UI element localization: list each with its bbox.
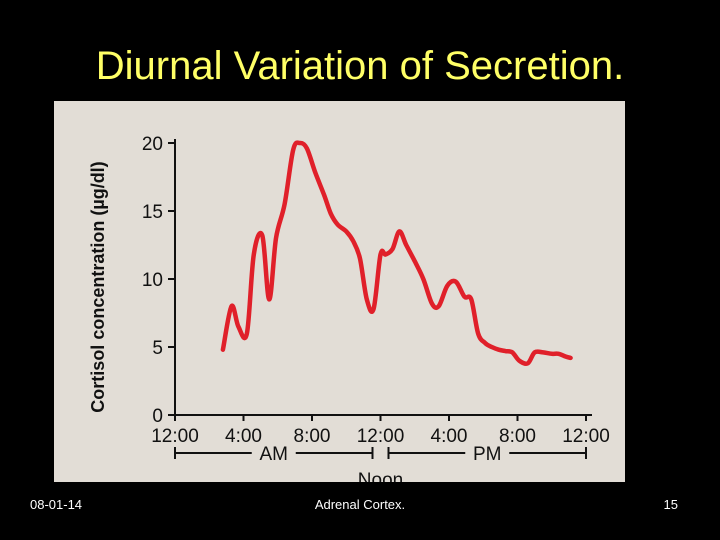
noon-label: Noon: [358, 470, 403, 482]
chart-figure: 0 5 10 15 20 12:00 4:00 8:00 12:00 4:00 8:00 12:00 …: [54, 101, 625, 482]
y-tick-label: 15: [142, 202, 163, 223]
y-tick-label: 20: [142, 134, 163, 155]
y-tick-label: 5: [152, 338, 163, 359]
cortisol-curve: [220, 140, 573, 366]
slide-title: Diurnal Variation of Secretion.: [95, 44, 625, 88]
x-tick-label: 8:00: [294, 426, 331, 447]
chart-axes: 0 5 10 15 20 12:00 4:00 8:00 12:00 4:00 8:00 12:00: [142, 134, 610, 447]
period-labels: AM PM Noon: [174, 444, 587, 482]
x-tick-label: 4:00: [225, 426, 262, 447]
x-tick-label: 4:00: [431, 426, 468, 447]
curve-group: [220, 140, 573, 366]
footer-title: Adrenal Cortex.: [314, 497, 406, 512]
y-tick-label: 0: [152, 406, 163, 427]
y-tick-label: 10: [142, 270, 163, 291]
x-tick-label: 8:00: [499, 426, 536, 447]
y-axis-label: Cortisol concentration (µg/dl): [88, 161, 108, 412]
y-axis-label-group: Cortisol concentration (µg/dl): [88, 161, 108, 412]
x-tick-label: 12:00: [357, 426, 405, 447]
x-tick-label: 12:00: [151, 426, 199, 447]
footer-date: 08-01-14: [30, 497, 83, 512]
x-tick-label: 12:00: [562, 426, 610, 447]
period-am-label: AM: [260, 444, 289, 465]
page-number: 15: [663, 497, 678, 512]
period-pm-label: PM: [473, 444, 502, 465]
